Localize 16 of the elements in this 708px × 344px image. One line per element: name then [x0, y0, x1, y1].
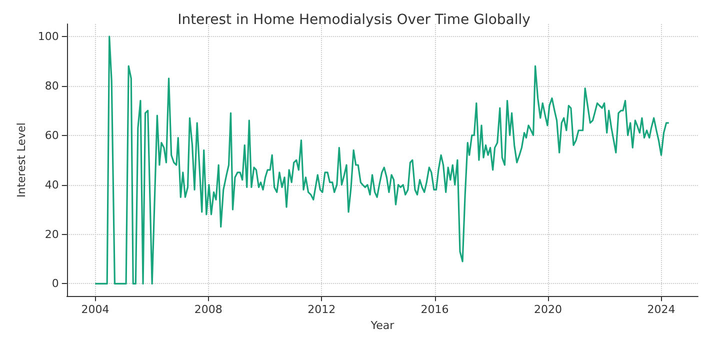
x-tick-label: 2004 — [81, 303, 110, 316]
y-tick-label: 40 — [44, 178, 59, 192]
x-tick-label: 2020 — [534, 303, 562, 316]
y-tick-label: 100 — [38, 30, 59, 43]
x-tick-label: 2012 — [308, 303, 336, 316]
y-tick-label: 80 — [44, 79, 59, 92]
y-tick-label: 0 — [52, 277, 59, 290]
x-tick-label: 2024 — [647, 303, 676, 316]
x-tick-label: 2016 — [420, 303, 449, 316]
x-tick-label: 2008 — [194, 303, 222, 316]
x-axis-title: Year — [370, 319, 395, 332]
y-tick-label: 20 — [44, 228, 59, 241]
y-axis-title: Interest Level — [15, 122, 28, 198]
line-series — [94, 36, 670, 285]
y-tick-label: 60 — [44, 128, 59, 142]
chart-title: Interest in Home Hemodialysis Over Time Globally — [178, 12, 530, 28]
